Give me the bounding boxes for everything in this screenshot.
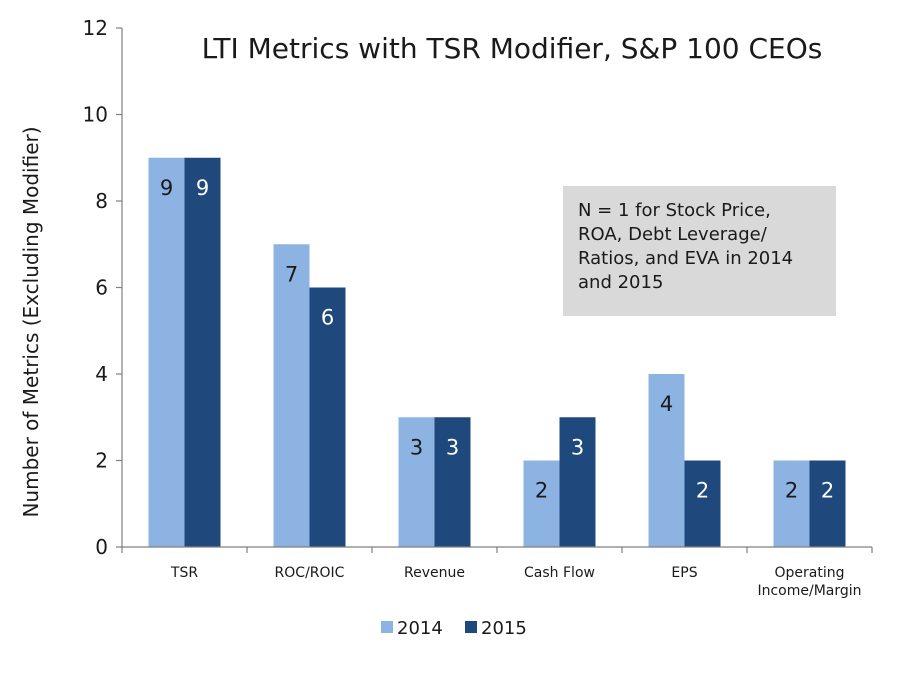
x-tick-label: Cash Flow — [524, 565, 595, 581]
x-tick-label: EPS — [671, 565, 697, 581]
bar-2014 — [648, 374, 685, 547]
y-tick-label: 6 — [95, 276, 108, 300]
legend-label: 2014 — [397, 618, 443, 639]
bar-2015 — [684, 460, 721, 547]
bar-2015 — [309, 287, 346, 547]
y-tick-label: 8 — [95, 189, 108, 213]
y-tick-label: 2 — [95, 449, 108, 473]
bar-2014 — [273, 244, 310, 547]
legend-swatch — [465, 621, 477, 633]
x-tick-label: ROC/ROIC — [275, 565, 345, 581]
legend-swatch — [381, 621, 393, 633]
bar-value-label: 3 — [410, 435, 423, 459]
bar-value-label: 6 — [321, 306, 334, 330]
bar-2014 — [398, 417, 435, 547]
bar-value-label: 3 — [571, 435, 584, 459]
bar-value-label: 7 — [285, 262, 298, 286]
legend-label: 2015 — [481, 618, 527, 639]
bar-value-label: 3 — [446, 435, 459, 459]
chart-title: LTI Metrics with TSR Modifier, S&P 100 C… — [202, 32, 823, 65]
bar-2014 — [773, 460, 810, 547]
bar-2015 — [434, 417, 471, 547]
bar-value-label: 9 — [196, 176, 209, 200]
y-tick-label: 12 — [83, 16, 108, 40]
bar-2014 — [523, 460, 560, 547]
x-tick-label: Operating Income/Margin — [757, 565, 861, 599]
bar-2014 — [148, 157, 185, 547]
annotation-line: Ratios, and EVA in 2014 — [578, 248, 793, 269]
y-tick-label: 0 — [95, 535, 108, 559]
annotation-background — [563, 186, 836, 316]
bar-value-label: 2 — [821, 479, 834, 503]
x-tick-label: Revenue — [404, 565, 465, 581]
bar-2015 — [184, 157, 221, 547]
y-axis-label: Number of Metrics (Excluding Modifier) — [19, 126, 43, 517]
annotation-line: and 2015 — [578, 272, 663, 293]
annotation-text: N = 1 for Stock Price, ROA, Debt Leverage… — [578, 200, 793, 293]
annotation-box: N = 1 for Stock Price, ROA, Debt Leverage… — [563, 186, 836, 316]
y-tick-label: 10 — [83, 103, 108, 127]
bar-value-label: 2 — [696, 479, 709, 503]
bar-2015 — [809, 460, 846, 547]
x-axis: TSR ROC/ROIC Revenue Cash Flow EPS Operating I… — [121, 546, 873, 599]
legend: 2014 2015 — [381, 618, 527, 639]
y-tick-label: 4 — [95, 362, 108, 386]
bar-value-label: 4 — [660, 392, 673, 416]
bar-value-label: 2 — [785, 479, 798, 503]
bars-group — [148, 157, 846, 547]
annotation-line: N = 1 for Stock Price, — [578, 200, 771, 221]
x-tick-label: TSR — [170, 565, 198, 581]
bar-value-label: 9 — [160, 176, 173, 200]
y-axis: 0 2 4 6 8 10 12 — [83, 16, 123, 559]
bar-2015 — [559, 417, 596, 547]
annotation-line: ROA, Debt Leverage/ — [578, 224, 768, 245]
bar-value-label: 2 — [535, 479, 548, 503]
